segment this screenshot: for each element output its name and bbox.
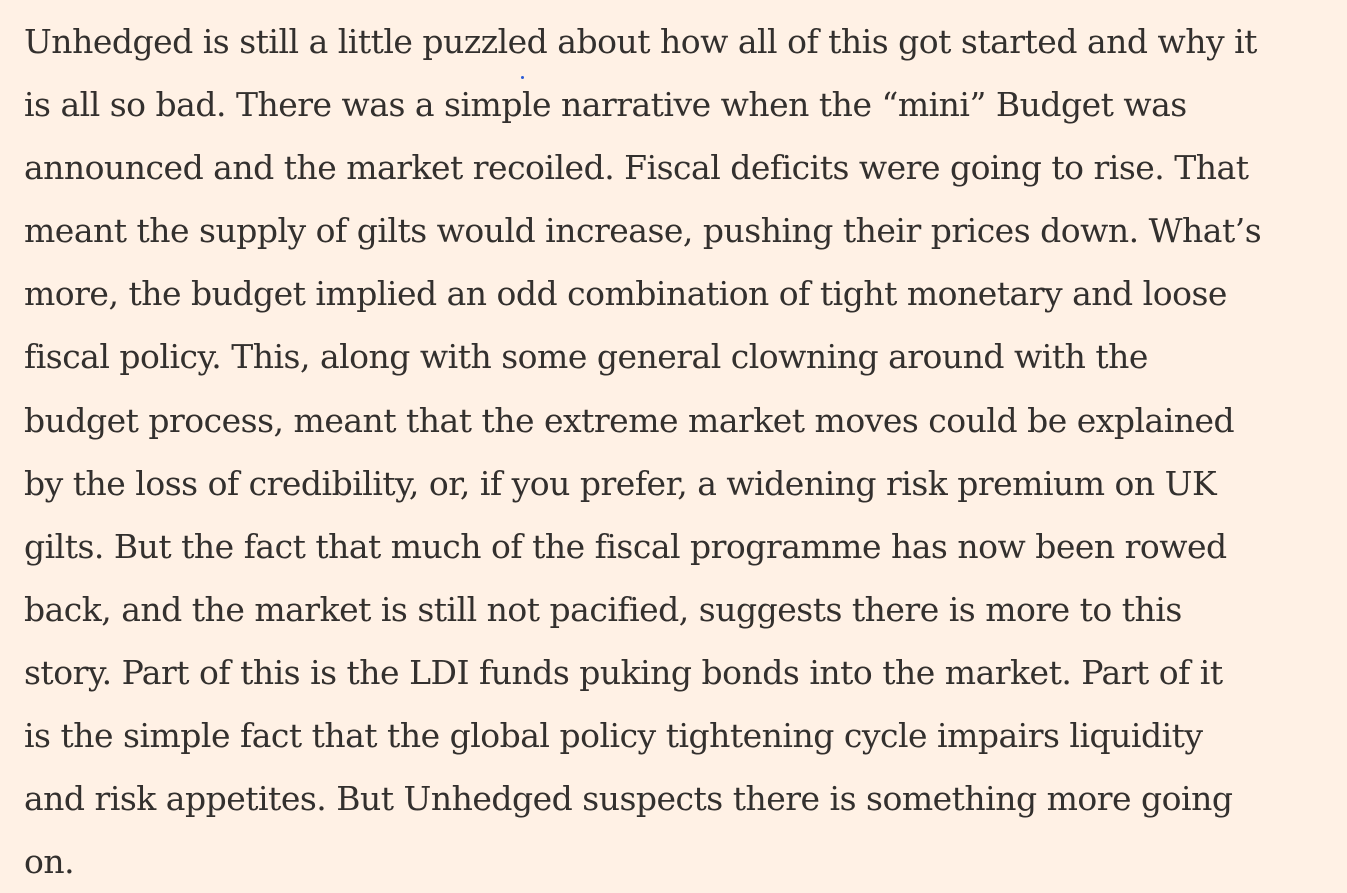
paragraph-line: budget process, meant that the extreme m… xyxy=(24,400,1235,440)
article-paragraph: Unhedged is still a little puzzled about… xyxy=(24,10,1347,893)
paragraph-line: gilts. But the fact that much of the fis… xyxy=(24,526,1227,566)
paragraph-line: meant the supply of gilts would increase… xyxy=(24,211,1262,251)
paragraph-line: is the simple fact that the global polic… xyxy=(24,716,1203,756)
cursor-dot xyxy=(521,76,524,79)
paragraph-line: Unhedged is still a little puzzled about… xyxy=(24,22,1257,61)
paragraph-line: and risk appetites. But Unhedged suspect… xyxy=(24,779,1233,819)
paragraph-line: announced and the market recoiled. Fisca… xyxy=(24,148,1249,188)
paragraph-line: by the loss of credibility, or, if you p… xyxy=(24,463,1217,503)
paragraph-line: back, and the market is still not pacifi… xyxy=(24,589,1182,629)
paragraph-line: is all so bad. There was a simple narrat… xyxy=(24,85,1187,125)
paragraph-line: story. Part of this is the LDI funds puk… xyxy=(24,652,1223,692)
paragraph-line: fiscal policy. This, along with some gen… xyxy=(24,337,1148,377)
paragraph-line: on. xyxy=(24,842,75,882)
paragraph-line: more, the budget implied an odd combinat… xyxy=(24,274,1227,314)
